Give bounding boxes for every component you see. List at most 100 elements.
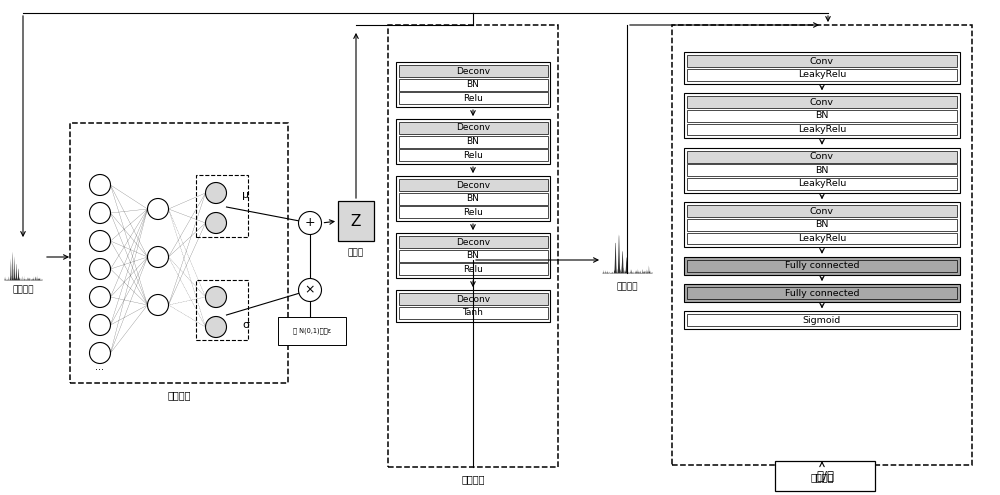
Bar	[196, 280, 248, 340]
Bar	[686, 151, 957, 162]
Text: +: +	[305, 215, 315, 229]
Bar	[396, 290, 550, 321]
Bar	[684, 257, 960, 275]
Text: 真/假: 真/假	[816, 469, 834, 483]
Text: 判别网络: 判别网络	[810, 472, 834, 482]
Bar	[686, 233, 957, 245]
Text: Deconv: Deconv	[456, 295, 490, 303]
Circle shape	[90, 175, 110, 196]
Text: Z: Z	[351, 213, 361, 229]
Text: Relu: Relu	[463, 94, 483, 102]
Bar	[684, 311, 960, 329]
Bar	[398, 149, 548, 161]
Text: LeakyRelu: LeakyRelu	[798, 234, 846, 243]
Bar	[686, 178, 957, 190]
Bar	[338, 201, 374, 241]
Text: BN: BN	[467, 80, 479, 89]
Bar	[686, 205, 957, 217]
Text: BN: BN	[467, 194, 479, 203]
Text: Conv: Conv	[810, 98, 834, 107]
Circle shape	[90, 343, 110, 363]
Text: LeakyRelu: LeakyRelu	[798, 70, 846, 79]
Bar	[388, 25, 558, 467]
Circle shape	[206, 287, 226, 307]
Bar	[684, 93, 960, 138]
Bar	[398, 293, 548, 305]
Bar	[686, 97, 957, 108]
Text: Deconv: Deconv	[456, 123, 490, 133]
Circle shape	[90, 202, 110, 224]
Bar	[196, 175, 248, 237]
Circle shape	[148, 247, 168, 267]
Text: 潜变量: 潜变量	[348, 248, 364, 257]
Bar	[398, 236, 548, 248]
Text: ×: ×	[305, 284, 315, 297]
Text: Relu: Relu	[463, 208, 483, 217]
Bar	[686, 164, 957, 176]
Circle shape	[206, 212, 226, 234]
Text: BN: BN	[815, 220, 829, 229]
Bar	[672, 25, 972, 465]
Bar	[396, 233, 550, 278]
Text: Relu: Relu	[463, 150, 483, 160]
Bar	[686, 219, 957, 231]
Circle shape	[90, 231, 110, 251]
Text: ...: ...	[96, 362, 104, 372]
Circle shape	[206, 316, 226, 338]
Text: Relu: Relu	[463, 265, 483, 274]
Text: 生成网络: 生成网络	[461, 474, 485, 484]
Bar	[398, 307, 548, 318]
Bar	[398, 92, 548, 104]
Text: BN: BN	[467, 251, 479, 260]
Text: BN: BN	[815, 111, 829, 120]
Bar	[686, 260, 957, 272]
Circle shape	[298, 211, 322, 235]
Bar	[684, 202, 960, 248]
Text: 真实样本: 真实样本	[12, 286, 34, 295]
Circle shape	[90, 314, 110, 336]
Circle shape	[90, 287, 110, 307]
Text: Conv: Conv	[810, 207, 834, 216]
Text: 编码网络: 编码网络	[167, 390, 191, 400]
Bar	[686, 69, 957, 81]
Text: Conv: Conv	[810, 57, 834, 66]
Bar	[686, 123, 957, 135]
Bar	[398, 179, 548, 191]
Text: Fully connected: Fully connected	[785, 261, 859, 270]
Text: Sigmoid: Sigmoid	[803, 316, 841, 325]
Circle shape	[206, 183, 226, 203]
Bar	[398, 122, 548, 134]
Text: LeakyRelu: LeakyRelu	[798, 125, 846, 134]
Bar	[686, 110, 957, 122]
Text: 从 N(0,1)采样ε: 从 N(0,1)采样ε	[293, 328, 331, 334]
Text: Tanh: Tanh	[463, 308, 483, 317]
Text: LeakyRelu: LeakyRelu	[798, 179, 846, 189]
Text: 生成样本: 生成样本	[616, 283, 638, 292]
Bar	[775, 461, 875, 491]
Text: Deconv: Deconv	[456, 66, 490, 76]
Text: BN: BN	[815, 166, 829, 175]
Bar	[398, 193, 548, 204]
Text: Conv: Conv	[810, 152, 834, 161]
Circle shape	[90, 258, 110, 280]
Bar	[398, 79, 548, 91]
Bar	[684, 284, 960, 302]
Text: μ: μ	[242, 190, 250, 200]
Bar	[396, 119, 550, 164]
Text: Fully connected: Fully connected	[785, 289, 859, 297]
Text: Deconv: Deconv	[456, 238, 490, 247]
Bar	[398, 249, 548, 261]
Bar	[686, 314, 957, 326]
Circle shape	[148, 198, 168, 219]
Bar	[686, 287, 957, 299]
Bar	[398, 206, 548, 218]
Bar	[686, 55, 957, 67]
Text: σ: σ	[242, 320, 250, 330]
Bar	[396, 176, 550, 221]
Bar	[684, 148, 960, 193]
Circle shape	[298, 279, 322, 301]
Bar	[398, 136, 548, 148]
Bar	[278, 317, 346, 345]
Bar	[398, 263, 548, 275]
Circle shape	[148, 295, 168, 315]
